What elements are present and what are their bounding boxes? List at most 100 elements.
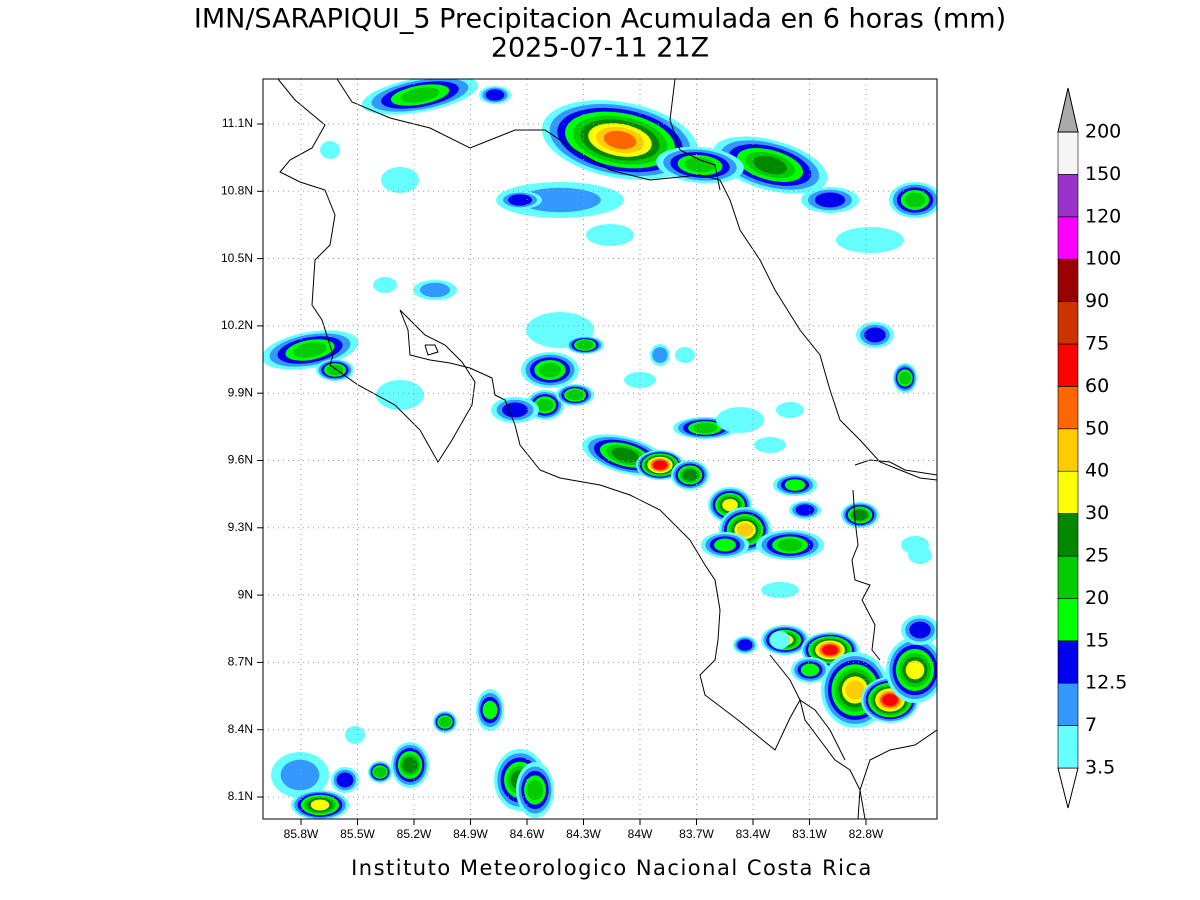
- colorbar: 3.5 7 12.5 15 20 25 30 40 50 60 75 90 100 120 150 200: [1057, 87, 1127, 809]
- precip-contour: [716, 407, 764, 433]
- precip-contour: [326, 364, 344, 376]
- lon-label: 83.7W: [679, 827, 714, 841]
- precip-contour: [684, 157, 716, 173]
- precip-contour: [576, 340, 594, 350]
- coastline: [769, 654, 846, 761]
- precip-contour: [376, 380, 424, 410]
- subtitle: 2025-07-11 21Z: [491, 33, 709, 64]
- colorbar-segment: [1057, 174, 1079, 218]
- precip-contour: [485, 89, 505, 101]
- precip-contour: [754, 437, 786, 453]
- lon-label: 83.1W: [792, 827, 827, 841]
- precip-contour: [293, 342, 327, 358]
- colorbar-segment: [1057, 386, 1079, 430]
- precip-contour: [714, 538, 736, 552]
- precip-contour: [419, 282, 451, 298]
- coastline: [277, 79, 937, 819]
- colorbar-label: 40: [1085, 460, 1109, 482]
- precip-contour: [722, 498, 738, 512]
- precip-contour: [776, 402, 804, 418]
- lat-label: 8.7N: [228, 655, 253, 669]
- precip-contour: [908, 546, 932, 564]
- precip-contour: [882, 693, 898, 707]
- island: [424, 344, 439, 356]
- colorbar-label: 150: [1085, 163, 1121, 185]
- colorbar-label: 75: [1085, 333, 1109, 355]
- precip-contour: [652, 460, 668, 470]
- colorbar-label: 20: [1085, 587, 1109, 609]
- lon-label: 84.3W: [566, 827, 601, 841]
- precip-contour: [502, 402, 528, 418]
- precip-contour: [611, 447, 639, 463]
- colorbar-segment: [1057, 513, 1079, 557]
- precip-contour: [586, 224, 634, 246]
- precip-contour: [736, 523, 754, 537]
- title: IMN/SARAPIQUI_5 Precipitacion Acumulada …: [194, 4, 1006, 35]
- precip-contour: [373, 277, 397, 293]
- colorbar-label: 3.5: [1085, 757, 1115, 779]
- map-frame: [262, 78, 938, 820]
- colorbar-label: 200: [1085, 121, 1121, 143]
- precip-contour: [320, 141, 340, 159]
- lon-label: 85.8W: [284, 827, 319, 841]
- coastline: [277, 79, 866, 819]
- lat-label: 9.6N: [228, 453, 253, 467]
- lon-label: 84.9W: [453, 827, 488, 841]
- precip-contour: [536, 398, 554, 412]
- colorbar-segment: [1057, 598, 1079, 642]
- precip-contour: [795, 504, 815, 516]
- lat-label: 9.9N: [228, 385, 253, 399]
- border: [854, 459, 937, 476]
- precip-contour: [336, 772, 354, 788]
- colorbar-segment: [1057, 470, 1079, 514]
- lat-label: 10.2N: [221, 318, 253, 332]
- colorbar-label: 60: [1085, 375, 1109, 397]
- precip-contour: [814, 192, 846, 208]
- graticule: 85.8W 85.5W 85.2W 84.9W 84.6W 84.3W 84W 83.7W 83…: [221, 79, 937, 841]
- colorbar-label: 25: [1085, 545, 1109, 567]
- colorbar-over: [1057, 87, 1079, 133]
- precip-contour: [280, 759, 320, 791]
- precip-contour: [526, 779, 544, 801]
- coastline: [857, 729, 937, 819]
- precip-contour: [852, 509, 868, 521]
- colorbar-label: 50: [1085, 417, 1109, 439]
- precip-contour: [400, 87, 440, 103]
- lon-label: 85.5W: [340, 827, 375, 841]
- footer: Instituto Meteorologico Nacional Costa R…: [351, 856, 873, 880]
- colorbar-segment: [1057, 555, 1079, 599]
- precip-contour: [682, 469, 698, 481]
- precip-contour: [508, 194, 532, 206]
- precip-contour: [603, 130, 637, 150]
- lat-label: 10.5N: [221, 251, 253, 265]
- precip-contour: [845, 680, 865, 700]
- precip-contour: [566, 389, 584, 401]
- lat-label: 10.8N: [221, 183, 253, 197]
- precip-contour: [753, 155, 787, 175]
- lon-label: 85.2W: [397, 827, 432, 841]
- colorbar-segment: [1057, 131, 1079, 175]
- lon-label: 84.6W: [510, 827, 545, 841]
- lat-label: 11.1N: [222, 116, 253, 130]
- colorbar-segment: [1057, 258, 1079, 302]
- colorbar-label: 7: [1085, 714, 1097, 736]
- precip-contour: [538, 362, 562, 378]
- border: [669, 79, 721, 191]
- colorbar-segment: [1057, 428, 1079, 472]
- precip-contour: [761, 582, 799, 598]
- lat-label: 8.1N: [228, 789, 253, 803]
- colorbar-segment: [1057, 682, 1079, 726]
- lat-label: 9N: [238, 587, 253, 601]
- colorbar-label: 12.5: [1085, 672, 1127, 694]
- precip-contour: [898, 371, 912, 385]
- precip-contour: [909, 621, 931, 639]
- lon-label: 82.8W: [849, 827, 884, 841]
- colorbar-segment: [1057, 301, 1079, 345]
- colorbar-segment: [1057, 216, 1079, 260]
- precip-contour: [482, 700, 498, 720]
- colorbar-label: 15: [1085, 629, 1109, 651]
- precip-contour: [519, 187, 601, 213]
- precip-contour: [737, 639, 753, 651]
- precip-contour: [864, 327, 886, 343]
- border: [851, 489, 881, 661]
